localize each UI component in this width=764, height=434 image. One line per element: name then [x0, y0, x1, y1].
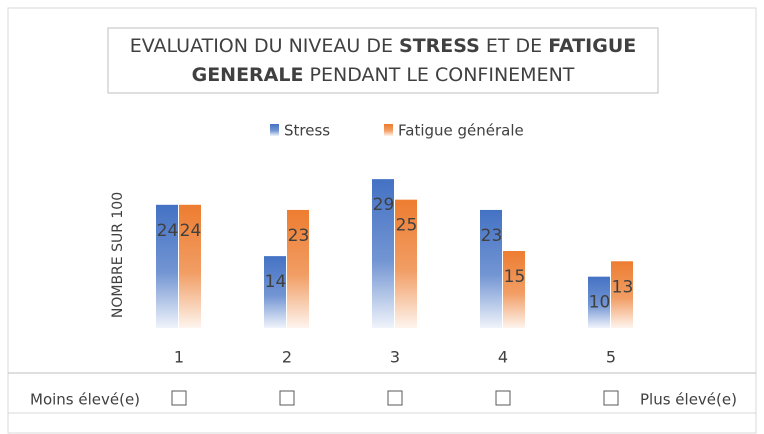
data-label: 13	[612, 277, 634, 297]
title-part: FATIGUE	[548, 35, 636, 57]
x-tick-label: 3	[390, 348, 400, 367]
checkbox	[387, 390, 403, 406]
data-label: 25	[396, 216, 418, 236]
annotation: Moins élevé(e)	[30, 391, 140, 409]
x-tick-label: 1	[174, 348, 184, 367]
legend-label: Fatigue générale	[398, 122, 524, 140]
bar	[503, 251, 525, 328]
bar	[611, 261, 633, 328]
data-label: 23	[481, 226, 503, 246]
checkbox	[279, 390, 295, 406]
chart-title: EVALUATION DU NIVEAU DE STRESS ET DE FAT…	[130, 35, 637, 57]
title-part: STRESS	[399, 35, 480, 57]
bar	[372, 179, 394, 328]
bar	[264, 256, 286, 328]
x-tick-label: 5	[606, 348, 616, 367]
checkbox	[495, 390, 511, 406]
title-part: PENDANT LE CONFINEMENT	[303, 64, 574, 86]
data-label: 29	[373, 195, 395, 215]
data-label: 23	[288, 226, 310, 246]
checkbox	[171, 390, 187, 406]
title-part: ET DE	[480, 35, 548, 57]
data-label: 10	[589, 293, 611, 313]
title-part: GENERALE	[192, 64, 304, 86]
chart-title: GENERALE PENDANT LE CONFINEMENT	[192, 64, 575, 86]
legend-swatch	[270, 124, 279, 136]
data-label: 15	[504, 267, 526, 287]
bar	[287, 209, 309, 328]
checkbox	[603, 390, 619, 406]
bar	[480, 209, 502, 328]
annotation: Plus élevé(e)	[640, 391, 737, 409]
title-part: EVALUATION DU NIVEAU DE	[130, 35, 399, 57]
data-label: 14	[265, 272, 287, 292]
legend-label: Stress	[284, 122, 330, 140]
bar	[588, 276, 610, 328]
data-label: 24	[180, 221, 202, 241]
data-label: 24	[157, 221, 179, 241]
bar	[395, 199, 417, 328]
title-box	[107, 27, 659, 94]
x-tick-label: 2	[282, 348, 292, 367]
x-tick-label: 4	[498, 348, 508, 367]
y-axis-label: NOMBRE SUR 100	[110, 192, 126, 318]
bar	[179, 204, 201, 328]
legend-swatch	[384, 124, 393, 136]
bar	[156, 204, 178, 328]
